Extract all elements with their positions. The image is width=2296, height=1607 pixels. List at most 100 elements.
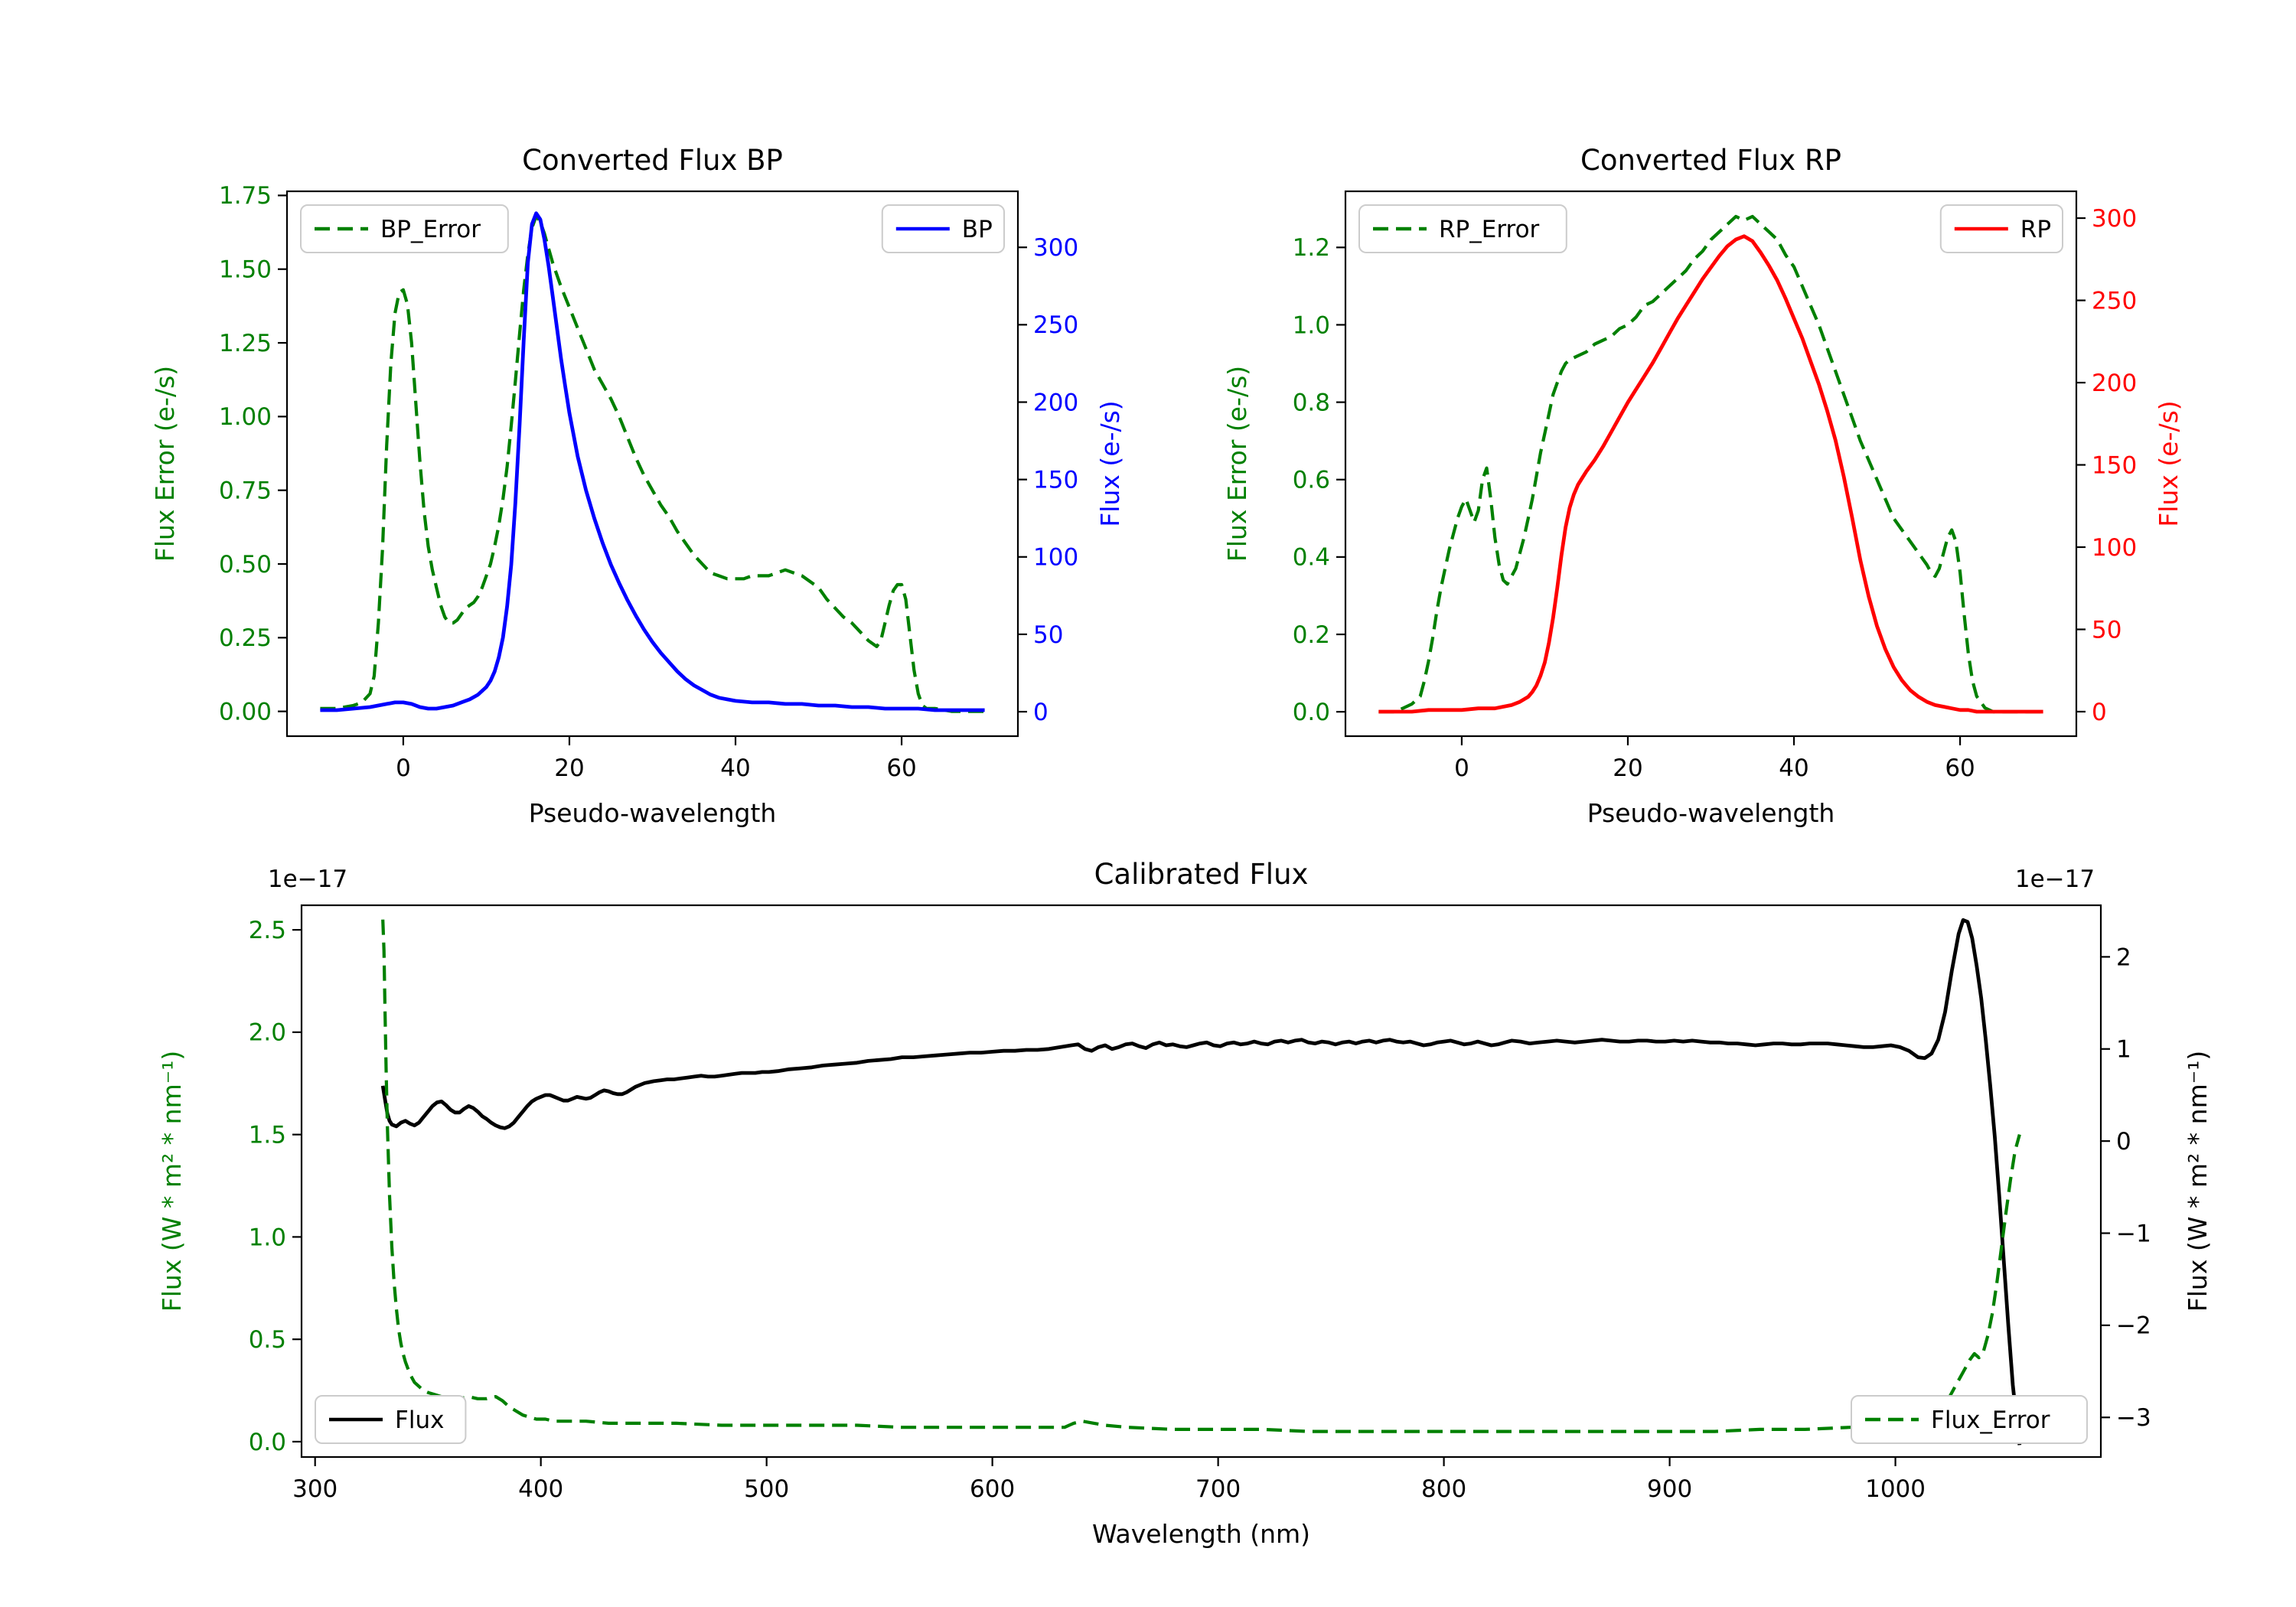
y-tick-label-left: 0.8 [1293, 389, 1330, 416]
y-tick-label-left: 0.6 [1293, 467, 1330, 494]
legend-label: RP [2020, 216, 2051, 243]
chart-title: Converted Flux BP [522, 144, 783, 177]
legend-label: BP_Error [380, 216, 481, 243]
y-tick-label-right: 50 [2092, 616, 2122, 644]
y-tick-label-right: 0 [1033, 699, 1049, 726]
y-tick-label-right: −2 [2116, 1312, 2151, 1340]
series-line-RP [1378, 234, 2043, 714]
x-tick-label: 40 [720, 755, 750, 782]
x-tick-label: 60 [886, 755, 916, 782]
axes-spines [1344, 190, 2078, 738]
y-tick-label-left: 1.00 [219, 403, 272, 431]
plot-series [1378, 214, 2043, 714]
legend-BP: BP [881, 204, 1006, 253]
x-tick-label: 0 [1454, 755, 1469, 782]
x-tick-label: 1000 [1865, 1475, 1926, 1503]
y-tick-label-left: 0.5 [249, 1326, 286, 1354]
y-tick-label-left: 1.25 [219, 330, 272, 357]
y-axis-label-left: Flux Error (e-/s) [1222, 366, 1252, 562]
legend-Flux_Error: Flux_Error [1851, 1395, 2088, 1444]
chart-rp: 0 20 40 60 0.0 0.2 0.4 0.6 0.8 1.0 1.2 0 50 100 150 200… [1222, 144, 2183, 828]
x-tick-label: 400 [518, 1475, 563, 1503]
y-tick-label-left: 0.4 [1293, 544, 1330, 572]
y-tick-label-left: 1.5 [249, 1121, 286, 1149]
y-tick-label-left: 1.0 [249, 1224, 286, 1251]
series-line-Flux_Error [381, 919, 2021, 1433]
series-line-Flux [380, 918, 2022, 1446]
y-tick-label-right: 250 [2092, 287, 2137, 315]
y-axis-label-right: Flux (e-/s) [2154, 400, 2183, 526]
y-tick-label-right: 250 [1033, 311, 1078, 339]
legend-RP_Error: RP_Error [1358, 204, 1567, 253]
legend-label: BP [962, 216, 993, 243]
y-axis-offset-right: 1e−17 [2015, 865, 2095, 893]
y-tick-label-right: 50 [1033, 621, 1063, 649]
legend-label: Flux [395, 1407, 444, 1434]
x-axis-label: Wavelength (nm) [1092, 1519, 1310, 1549]
legend-RP: RP [1939, 204, 2064, 253]
x-tick-label: 20 [554, 755, 584, 782]
plot-series [380, 918, 2022, 1446]
x-tick-label: 20 [1613, 755, 1642, 782]
y-tick-label-right: 150 [2092, 451, 2137, 479]
axes-spines [300, 904, 2102, 1459]
series-line-RP_Error [1378, 214, 2043, 714]
y-axis-right: 0 50 100 150 200 250 300 [2076, 205, 2137, 726]
y-axis-label-left: Flux (W * m² * nm⁻¹) [157, 1051, 187, 1312]
y-tick-label-right: 200 [2092, 370, 2137, 397]
y-axis-right: −3 −2 −1 0 1 2 [2101, 944, 2151, 1432]
y-axis-left: 0.0 0.2 0.4 0.6 0.8 1.0 1.2 [1293, 234, 1345, 726]
y-tick-label-left: 1.2 [1293, 234, 1330, 262]
x-tick-label: 300 [292, 1475, 338, 1503]
x-tick-label: 900 [1647, 1475, 1692, 1503]
y-tick-label-right: 2 [2116, 944, 2131, 971]
y-tick-label-left: 0.0 [249, 1429, 286, 1456]
y-tick-label-right: 100 [1033, 544, 1078, 572]
y-tick-label-right: 200 [1033, 389, 1078, 416]
y-tick-label-left: 0.75 [219, 478, 272, 505]
legend-label: RP_Error [1439, 216, 1540, 243]
x-axis-label: Pseudo-wavelength [529, 798, 777, 828]
y-tick-label-left: 1.75 [219, 182, 272, 210]
y-tick-label-left: 2.0 [249, 1019, 286, 1047]
y-tick-label-right: 150 [1033, 466, 1078, 494]
y-tick-label-right: 1 [2116, 1036, 2131, 1064]
chart-calibrated: 300 400 500 600 700 800 900 1000 0.0 0.5 1.0 1.5 2.0… [157, 858, 2213, 1549]
y-axis-offset-left: 1e−17 [268, 865, 347, 893]
y-tick-label-left: 1.0 [1293, 311, 1330, 339]
y-tick-label-right: −3 [2116, 1404, 2151, 1432]
x-tick-label: 0 [396, 755, 411, 782]
legend-BP_Error: BP_Error [300, 204, 509, 253]
y-tick-label-left: 0.50 [219, 551, 272, 579]
y-tick-label-left: 0.2 [1293, 621, 1330, 649]
x-tick-label: 800 [1421, 1475, 1466, 1503]
y-axis-label-left: Flux Error (e-/s) [150, 366, 180, 562]
y-tick-label-right: −1 [2116, 1220, 2151, 1247]
x-tick-label: 60 [1945, 755, 1975, 782]
y-axis-label-right: Flux (e-/s) [1095, 400, 1125, 526]
x-tick-label: 700 [1195, 1475, 1241, 1503]
legend-Flux: Flux [315, 1395, 467, 1444]
chart-bp: 0 20 40 600.000.250.500.751.001.251.501.750… [150, 144, 1125, 828]
y-tick-label-left: 0.0 [1293, 699, 1330, 726]
chart-title: Calibrated Flux [1094, 858, 1309, 891]
x-axis: 0 20 40 60 [396, 736, 917, 782]
x-axis: 300 400 500 600 700 800 900 1000 [292, 1457, 1926, 1503]
y-tick-label-left: 2.5 [249, 917, 286, 944]
x-axis-label: Pseudo-wavelength [1587, 798, 1835, 828]
axes-spines [285, 190, 1019, 738]
x-tick-label: 600 [970, 1475, 1015, 1503]
series-line-BP [320, 211, 985, 712]
plot-series [320, 211, 985, 713]
x-tick-label: 500 [744, 1475, 789, 1503]
series-line-BP_Error [320, 214, 985, 713]
y-tick-label-left: 0.25 [219, 624, 272, 652]
y-tick-label-right: 300 [1033, 234, 1078, 262]
chart-title: Converted Flux RP [1580, 144, 1841, 177]
y-axis-left: 0.0 0.5 1.0 1.5 2.0 2.5 [249, 917, 302, 1456]
y-axis-label-right: Flux (W * m² * nm⁻¹) [2183, 1051, 2213, 1312]
y-tick-label-left: 0.00 [219, 698, 272, 725]
y-tick-label-right: 0 [2092, 699, 2107, 726]
